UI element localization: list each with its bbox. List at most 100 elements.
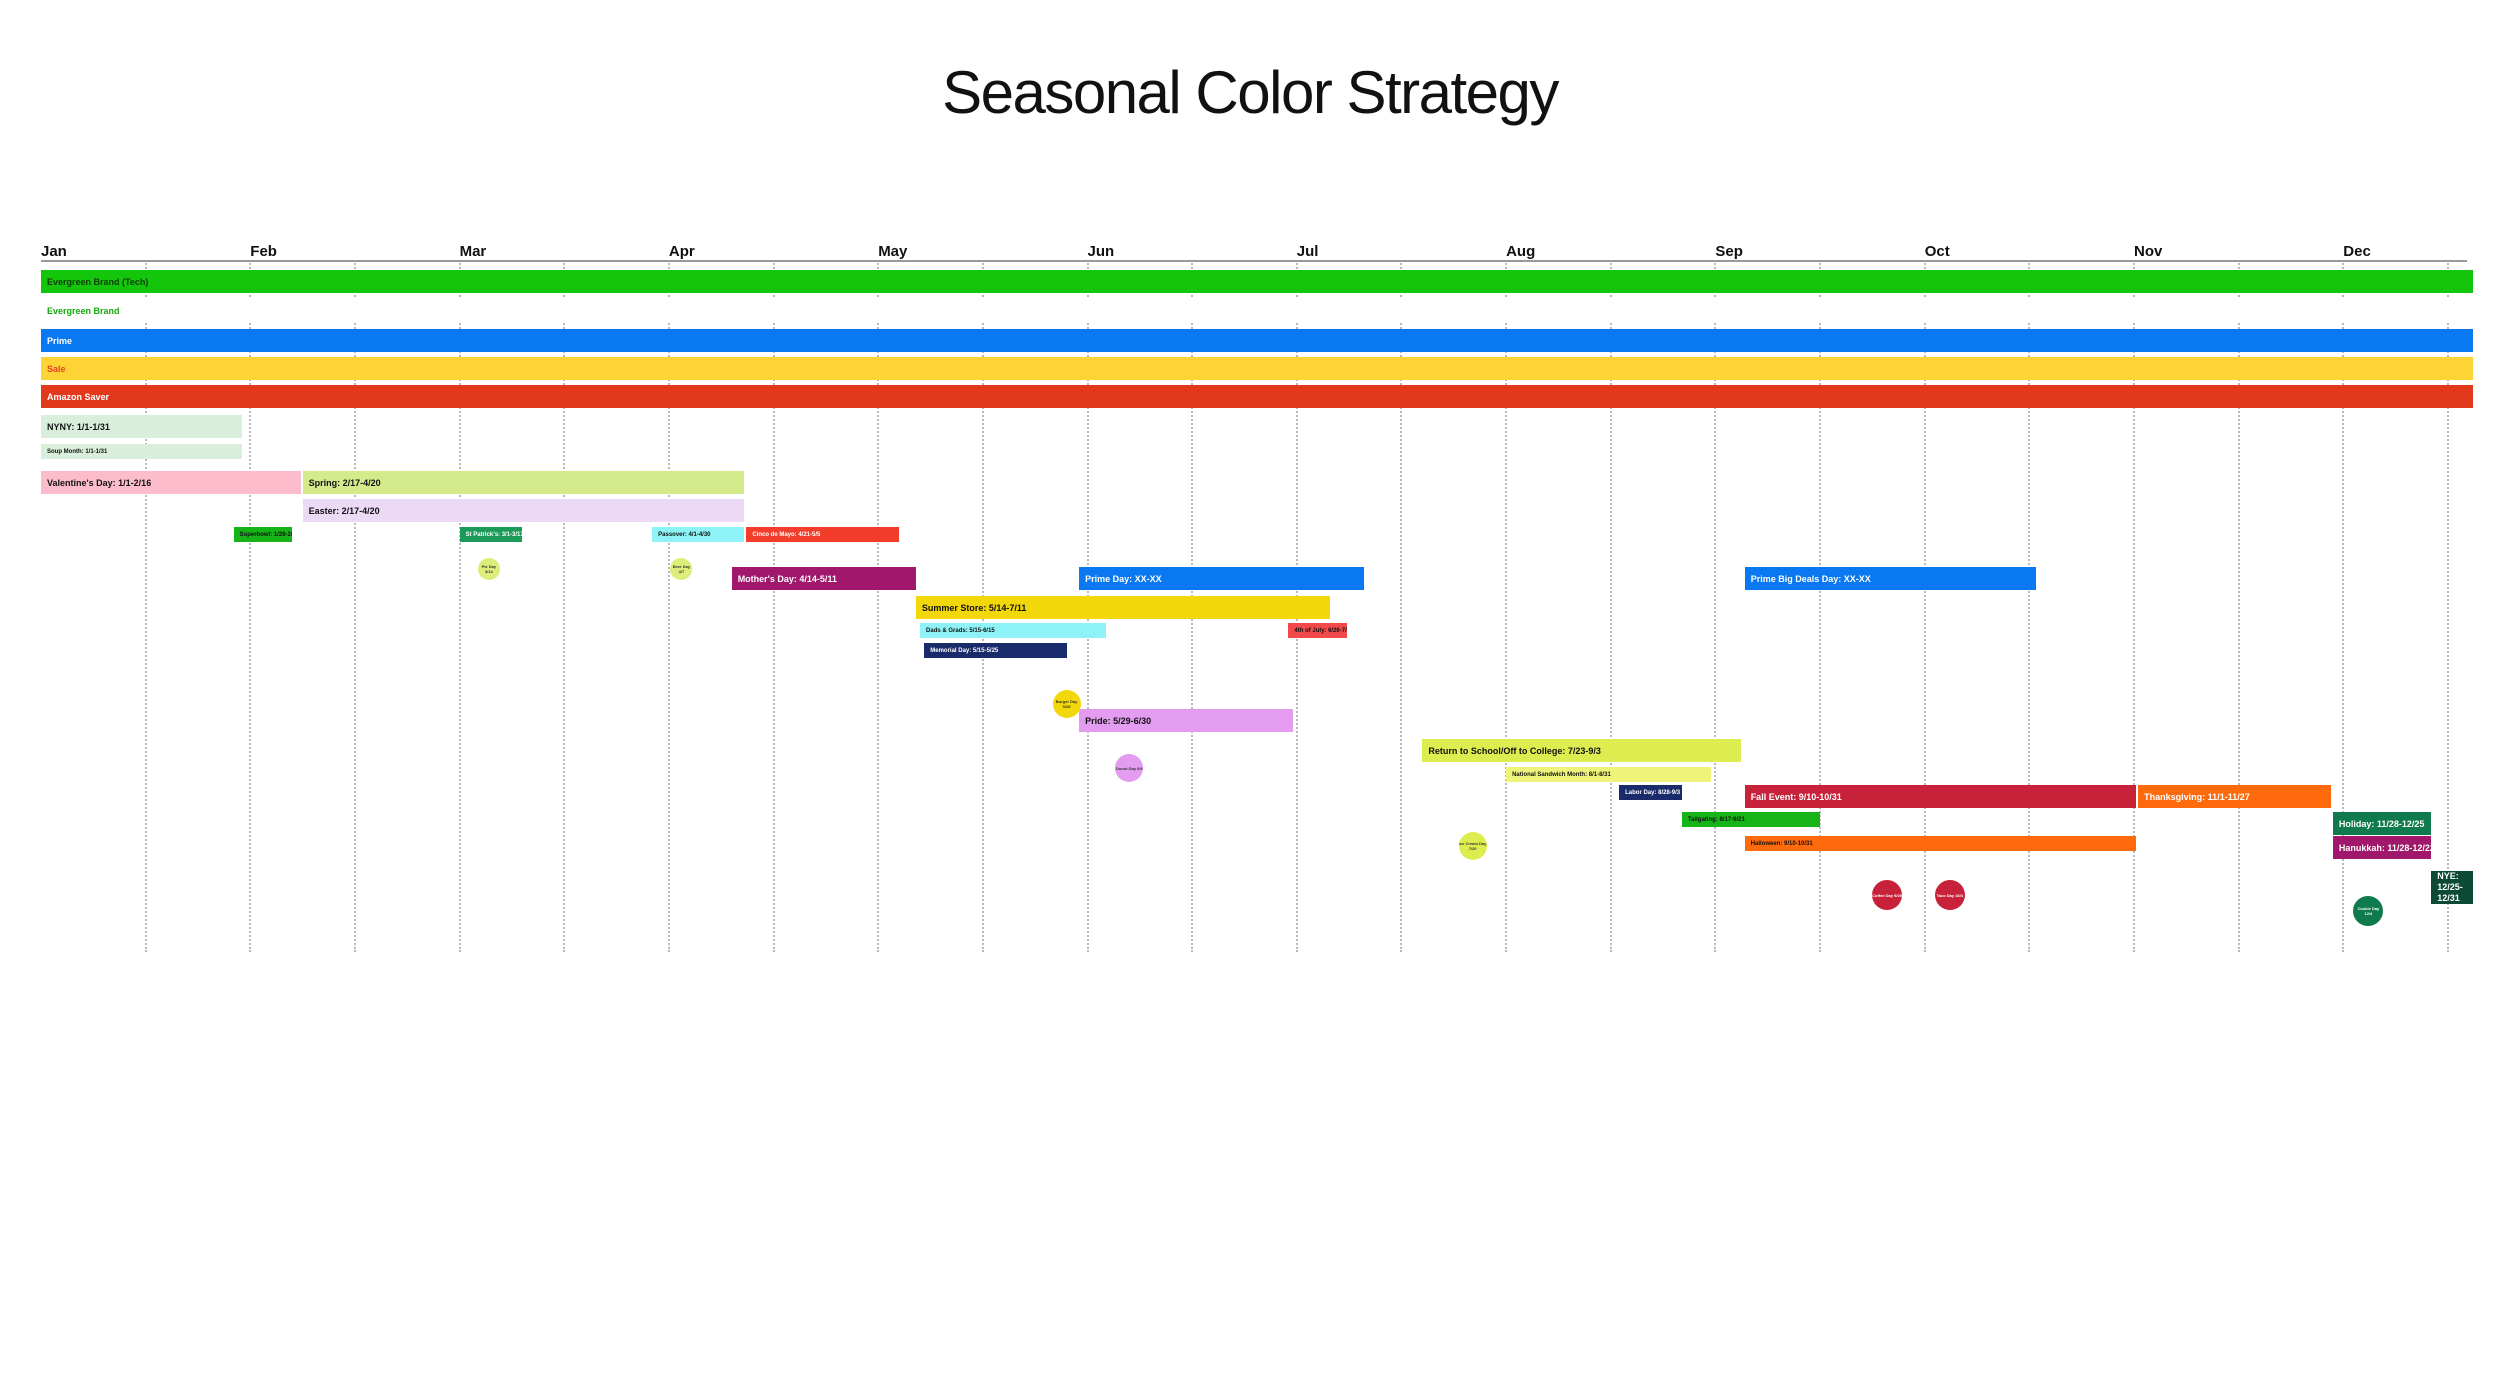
evergreen-brand-tech-bar: Evergreen Brand (Tech) [41, 270, 2474, 293]
month-label-mar: Mar [459, 243, 487, 260]
amazon-saver-bar: Amazon Saver [41, 385, 2474, 408]
timeline-axis [41, 260, 2467, 262]
pie-day-dot-label: Pie Day 3/14 [481, 564, 497, 574]
gridline [667, 260, 670, 952]
ice-cream-day-dot-label: Ice Cream Day 7/20 [1458, 841, 1487, 851]
gridline [1923, 260, 1926, 952]
4th-of-july-bar: 4th of July: 6/26-7/6 [1288, 623, 1348, 638]
passover-bar: Passover: 4/1-4/30 [652, 527, 745, 542]
dads-grads-bar: Dads & Grads: 5/15-6/15 [920, 623, 1107, 638]
mothers-day-bar-label: Mother's Day: 4/14-5/11 [737, 573, 837, 584]
valentines-day-bar: Valentine's Day: 1/1-2/16 [41, 471, 301, 494]
valentines-day-bar-label: Valentine's Day: 1/1-2/16 [47, 477, 152, 488]
gridline [877, 260, 880, 952]
cookie-day-dot: Cookie Day 12/4 [2353, 896, 2384, 926]
thanksgiving-bar-label: Thanksgiving: 11/1-11/27 [2144, 791, 2250, 802]
gridline [1505, 260, 1508, 952]
spring-bar: Spring: 2/17-4/20 [302, 471, 745, 494]
national-sandwich-month-bar: National Sandwich Month: 8/1-8/31 [1506, 767, 1712, 782]
nyny-bar-label: NYNY: 1/1-1/31 [47, 421, 110, 432]
cinco-de-mayo-bar: Cinco de Mayo: 4/21-5/5 [746, 527, 900, 542]
gridline [144, 260, 147, 952]
month-label-sep: Sep [1715, 243, 1743, 260]
ice-cream-day-dot: Ice Cream Day 7/20 [1458, 832, 1487, 860]
hanukkah-bar-label: Hanukkah: 11/28-12/22 [2338, 842, 2432, 853]
month-label-jan: Jan [41, 243, 67, 260]
st-patricks-bar-label: St Patrick's: 3/1-3/17 [465, 531, 523, 538]
gridline [2237, 260, 2240, 952]
superbowl-bar: Superbowl: 1/26-2/9 [233, 527, 293, 542]
memorial-day-bar: Memorial Day: 5/15-5/25 [924, 643, 1067, 658]
beer-day-dot-label: Beer Day 4/7 [672, 564, 691, 574]
coffee-day-dot: Coffee Day 9/29 [1872, 880, 1903, 910]
gridline [2446, 260, 2449, 952]
cinco-de-mayo-bar-label: Cinco de Mayo: 4/21-5/5 [752, 531, 821, 538]
month-label-oct: Oct [1924, 243, 1950, 260]
evergreen-brand-bar: Evergreen Brand [41, 299, 2474, 322]
gridline [1609, 260, 1612, 952]
burger-day-dot: Burger Day 5/28 [1052, 690, 1081, 718]
holiday-bar: Holiday: 11/28-12/25 [2332, 812, 2432, 835]
month-label-jul: Jul [1296, 243, 1319, 260]
gridline [2133, 260, 2135, 952]
donut-day-dot-label: Donut Day 6/6 [1116, 765, 1143, 771]
nye-bar: NYE: 12/25-12/31 [2431, 871, 2474, 904]
month-label-may: May [878, 243, 908, 260]
fall-event-bar: Fall Event: 9/10-10/31 [1744, 785, 2137, 808]
sale-bar-label: Sale [47, 363, 66, 374]
gridline [353, 260, 356, 952]
prime-bar-label: Prime [47, 335, 73, 346]
soup-month-bar-label: Soup Month: 1/1-1/31 [47, 448, 108, 455]
month-label-aug: Aug [1506, 243, 1536, 260]
taco-day-dot: Taco Day 10/4 [1934, 880, 1965, 910]
beer-day-dot: Beer Day 4/7 [670, 558, 693, 580]
spring-bar-label: Spring: 2/17-4/20 [308, 477, 381, 488]
labor-day-bar-label: Labor Day: 8/28-9/3 [1625, 789, 1681, 796]
gridline [772, 260, 775, 952]
superbowl-bar-label: Superbowl: 1/26-2/9 [239, 531, 293, 538]
month-label-jun: Jun [1087, 243, 1115, 260]
pie-day-dot: Pie Day 3/14 [477, 558, 500, 580]
gridline [2342, 260, 2345, 952]
prime-bar: Prime [41, 329, 2474, 352]
gridline [1714, 260, 1717, 952]
tailgating-bar: Tailgating: 8/17-9/21 [1681, 812, 1821, 827]
gridline [249, 260, 252, 952]
thanksgiving-bar: Thanksgiving: 11/1-11/27 [2138, 785, 2331, 808]
labor-day-bar: Labor Day: 8/28-9/3 [1619, 785, 1682, 800]
gridline [2028, 260, 2031, 952]
month-label-apr: Apr [668, 243, 695, 260]
return-to-school-bar: Return to School/Off to College: 7/23-9/… [1422, 739, 1741, 762]
month-label-feb: Feb [250, 243, 277, 260]
tailgating-bar-label: Tailgating: 8/17-9/21 [1687, 816, 1745, 823]
burger-day-dot-label: Burger Day 5/28 [1055, 699, 1078, 709]
mothers-day-bar: Mother's Day: 4/14-5/11 [731, 567, 916, 590]
soup-month-bar: Soup Month: 1/1-1/31 [41, 444, 242, 459]
dads-grads-bar-label: Dads & Grads: 5/15-6/15 [926, 627, 995, 634]
month-label-nov: Nov [2134, 243, 2163, 260]
prime-day-bar: Prime Day: XX-XX [1079, 567, 1364, 590]
nye-bar-label: NYE: 12/25-12/31 [2437, 871, 2463, 903]
page-title: Seasonal Color Strategy [942, 59, 1559, 126]
4th-of-july-bar-label: 4th of July: 6/26-7/6 [1294, 627, 1348, 634]
return-to-school-bar-label: Return to School/Off to College: 7/23-9/… [1428, 745, 1601, 756]
hanukkah-bar: Hanukkah: 11/28-12/22 [2332, 836, 2432, 859]
gridline [1400, 260, 1403, 952]
taco-day-dot-label: Taco Day 10/4 [1936, 892, 1963, 898]
halloween-bar-label: Halloween: 9/10-10/31 [1750, 840, 1813, 847]
month-label-dec: Dec [2343, 243, 2371, 260]
passover-bar-label: Passover: 4/1-4/30 [658, 531, 711, 538]
national-sandwich-month-bar-label: National Sandwich Month: 8/1-8/31 [1512, 771, 1611, 778]
amazon-saver-bar-label: Amazon Saver [47, 391, 110, 402]
sale-bar: Sale [41, 357, 2474, 380]
prime-big-deals-day-bar: Prime Big Deals Day: XX-XX [1744, 567, 2036, 590]
prime-big-deals-day-bar-label: Prime Big Deals Day: XX-XX [1750, 573, 1871, 584]
donut-day-dot: Donut Day 6/6 [1115, 754, 1144, 782]
evergreen-brand-tech-bar-label: Evergreen Brand (Tech) [47, 276, 149, 287]
summer-store-bar-label: Summer Store: 5/14-7/11 [921, 602, 1027, 613]
gridline [458, 260, 461, 952]
fall-event-bar-label: Fall Event: 9/10-10/31 [1750, 791, 1842, 802]
nyny-bar: NYNY: 1/1-1/31 [41, 415, 242, 438]
memorial-day-bar-label: Memorial Day: 5/15-5/25 [930, 647, 999, 654]
